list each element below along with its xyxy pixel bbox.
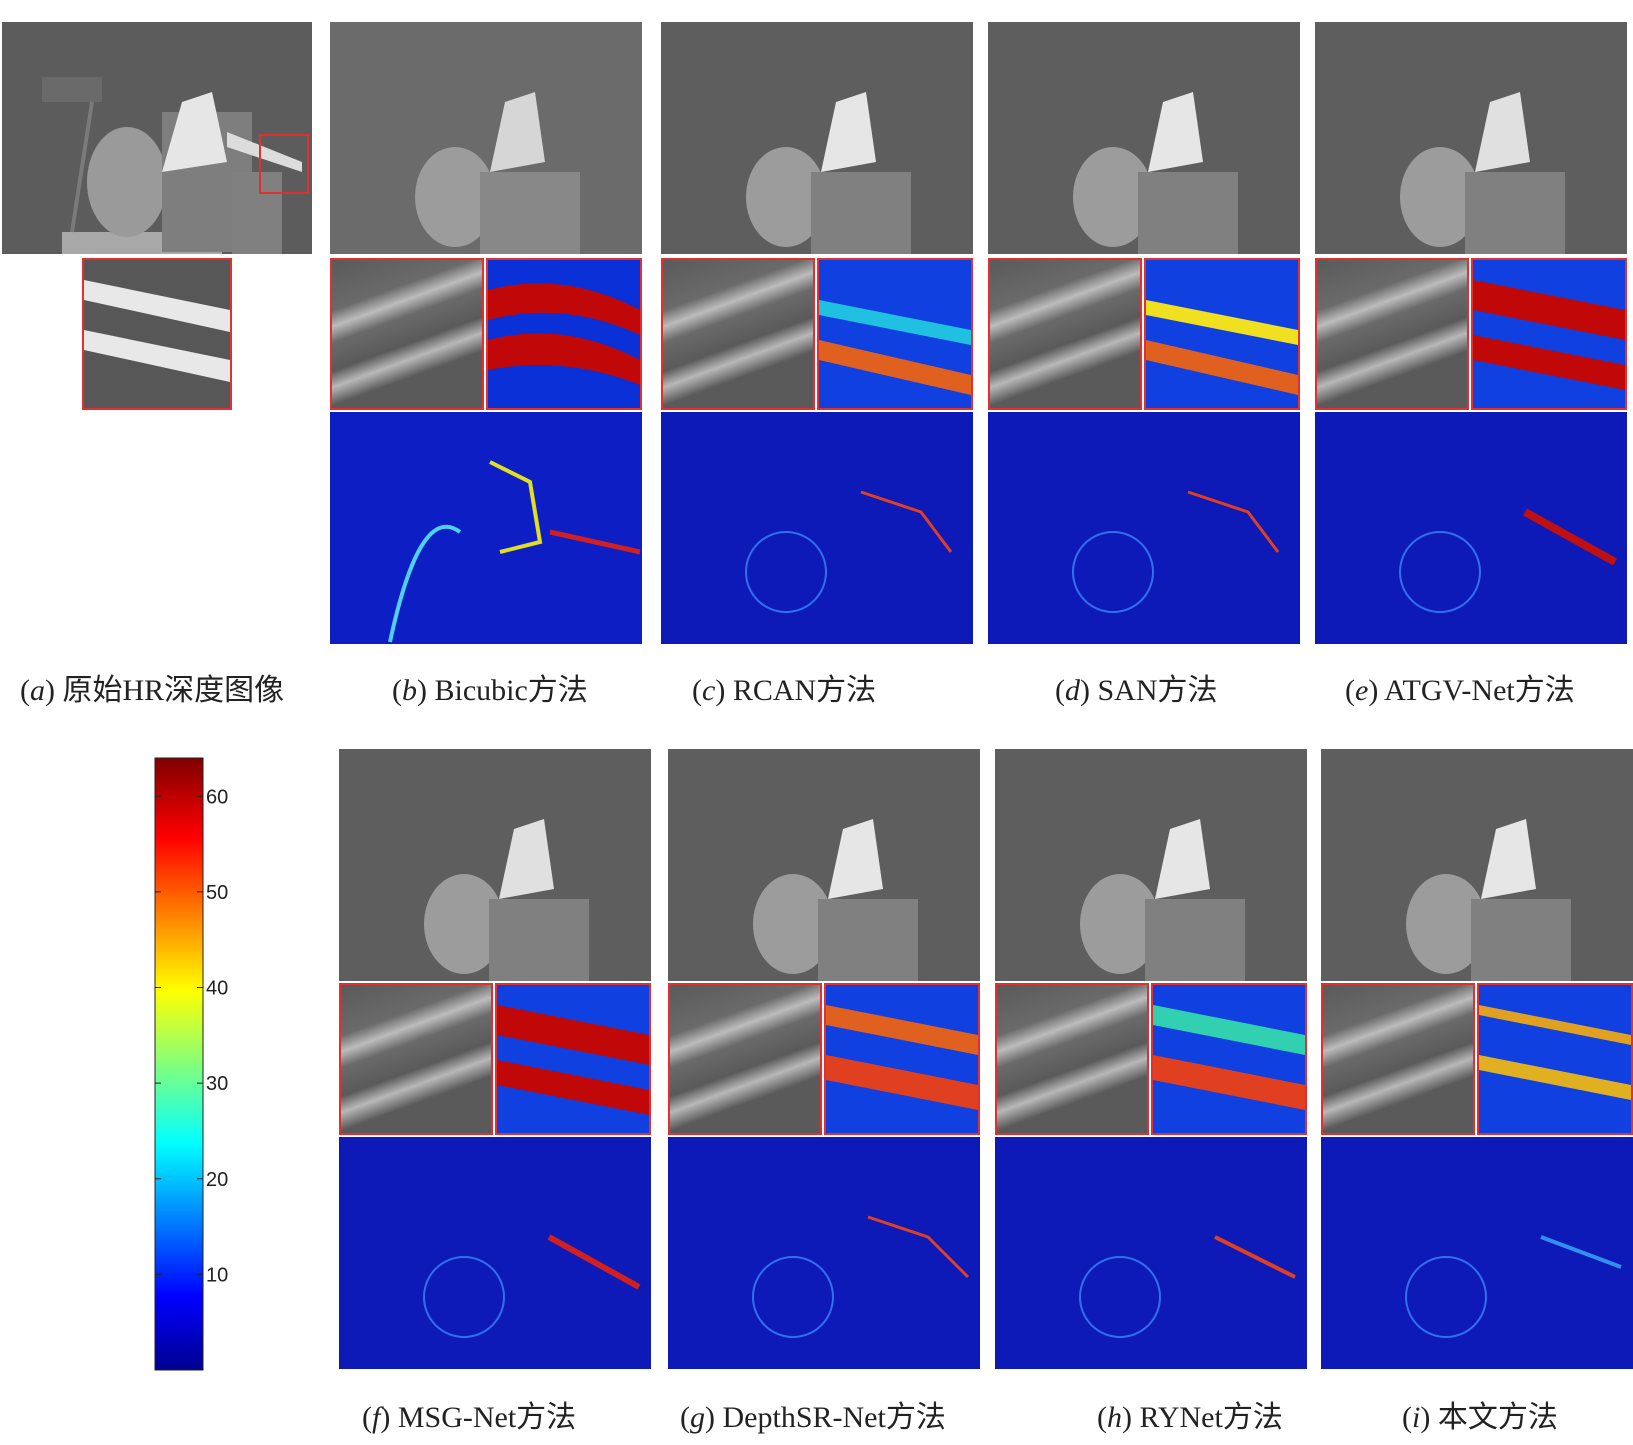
colorbar-svg: 10 20 30 40 50 60 xyxy=(154,757,228,1371)
colorbar-tick-label: 20 xyxy=(206,1169,228,1191)
colorbar-tick-label: 60 xyxy=(206,786,228,808)
caption-a: (a) 原始HR深度图像 xyxy=(20,674,285,707)
panel-a xyxy=(2,22,312,410)
panel-f xyxy=(339,749,651,1369)
bicubic-error-map xyxy=(330,412,642,644)
rynet-depth-image xyxy=(995,749,1307,981)
rcan-depth-image xyxy=(661,22,973,254)
caption-c: (c) RCAN方法 xyxy=(692,674,877,707)
atgv-depth-image xyxy=(1315,22,1627,254)
rcan-error-map xyxy=(661,412,973,644)
atgv-zoom-error xyxy=(1471,258,1627,410)
caption-g: (g) DepthSR-Net方法 xyxy=(680,1401,946,1434)
rcan-zoom-error xyxy=(817,258,973,410)
ours-zoom-gray xyxy=(1321,983,1475,1135)
ours-error-map xyxy=(1321,1137,1633,1369)
hr-zoom-patch xyxy=(82,258,232,410)
depthsr-error-map xyxy=(668,1137,980,1369)
msg-zoom-gray xyxy=(339,983,493,1135)
colorbar-tick-label: 40 xyxy=(206,978,228,1000)
caption-d: (d) SAN方法 xyxy=(1055,674,1218,707)
bicubic-depth-image xyxy=(330,22,642,254)
colorbar: 10 20 30 40 50 60 xyxy=(150,755,290,1375)
depthsr-depth-image xyxy=(668,749,980,981)
caption-b: (b) Bicubic方法 xyxy=(392,674,588,707)
panel-g xyxy=(668,749,980,1369)
rynet-zoom-error xyxy=(1151,983,1307,1135)
rynet-error-map xyxy=(995,1137,1307,1369)
caption-h: (h) RYNet方法 xyxy=(1097,1401,1283,1434)
atgv-error-map xyxy=(1315,412,1627,644)
caption-e: (e) ATGV-Net方法 xyxy=(1345,674,1575,707)
msg-zoom-error xyxy=(495,983,651,1135)
bicubic-zoom-error xyxy=(486,258,642,410)
colorbar-tick-label: 10 xyxy=(206,1264,228,1286)
msg-depth-image xyxy=(339,749,651,981)
atgv-zoom-gray xyxy=(1315,258,1469,410)
panel-d xyxy=(988,22,1300,644)
san-depth-image xyxy=(988,22,1300,254)
msg-error-map xyxy=(339,1137,651,1369)
colorbar-tick-label: 30 xyxy=(206,1073,228,1095)
panel-c xyxy=(661,22,973,644)
caption-i: (i) 本文方法 xyxy=(1402,1401,1558,1434)
panel-b xyxy=(330,22,642,644)
san-zoom-error xyxy=(1144,258,1300,410)
san-zoom-gray xyxy=(988,258,1142,410)
panel-h xyxy=(995,749,1307,1369)
depthsr-zoom-gray xyxy=(668,983,822,1135)
depthsr-zoom-error xyxy=(824,983,980,1135)
san-error-map xyxy=(988,412,1300,644)
caption-f: (f) MSG-Net方法 xyxy=(362,1401,577,1434)
bicubic-zoom-gray xyxy=(330,258,484,410)
ours-depth-image xyxy=(1321,749,1633,981)
colorbar-tick-label: 50 xyxy=(206,882,228,904)
ours-zoom-error xyxy=(1477,983,1633,1135)
rcan-zoom-gray xyxy=(661,258,815,410)
hr-depth-image xyxy=(2,22,312,254)
panel-e xyxy=(1315,22,1627,644)
rynet-zoom-gray xyxy=(995,983,1149,1135)
panel-i xyxy=(1321,749,1633,1369)
